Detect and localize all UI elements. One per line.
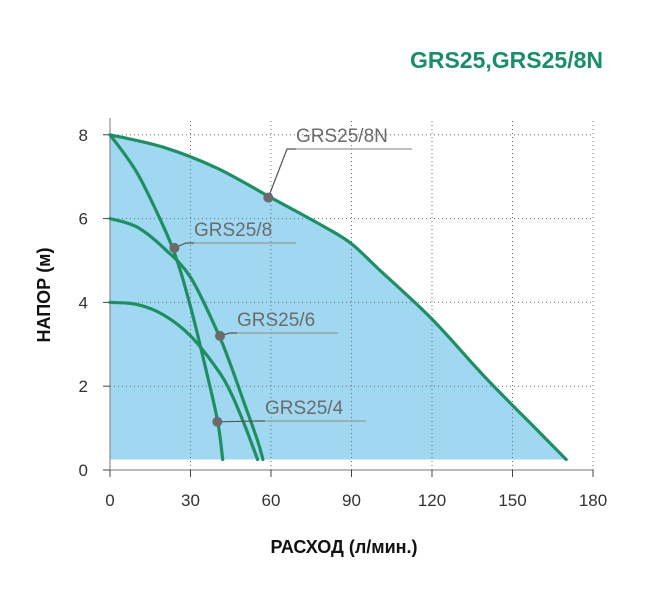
x-tick-label: 0 [105, 491, 114, 510]
label-grs25-8n: GRS25/8N [296, 126, 388, 147]
y-tick-label: 2 [79, 377, 88, 396]
y-tick-label: 8 [79, 126, 88, 145]
curve-grs25-8 [108, 133, 225, 462]
curve-grs25-8n [108, 133, 568, 462]
y-axis-title: НАПОР (м) [34, 247, 54, 342]
marker-grs25-6 [215, 330, 226, 341]
label-grs25-8: GRS25/8 [194, 220, 272, 241]
x-tick-label: 120 [418, 491, 446, 510]
marker-grs25-8n [263, 192, 274, 203]
leader-grs25-8n [267, 148, 296, 198]
x-tick-label: 150 [498, 491, 526, 510]
x-tick-label: 90 [342, 491, 361, 510]
x-tick-label: 180 [579, 491, 607, 510]
marker-grs25-8 [169, 242, 180, 253]
y-axis-ticks: 0 2 4 6 8 [79, 126, 110, 480]
x-tick-label: 30 [181, 491, 200, 510]
x-axis-title: РАСХОД (л/мин.) [270, 537, 417, 557]
marker-grs25-4 [212, 416, 223, 427]
label-grs25-4: GRS25/4 [265, 398, 344, 419]
x-axis-ticks: 0 30 60 90 120 150 180 [105, 470, 607, 510]
curve-labels: GRS25/8N GRS25/8 GRS25/6 GRS25/4 [169, 126, 412, 427]
x-tick-label: 60 [262, 491, 281, 510]
y-tick-label: 4 [79, 293, 88, 312]
label-grs25-6: GRS25/6 [237, 310, 315, 331]
chart-title: GRS25,GRS25/8N [410, 47, 603, 73]
leader-grs25-4 [217, 420, 265, 423]
y-tick-label: 0 [79, 461, 88, 480]
y-tick-label: 6 [79, 210, 88, 229]
